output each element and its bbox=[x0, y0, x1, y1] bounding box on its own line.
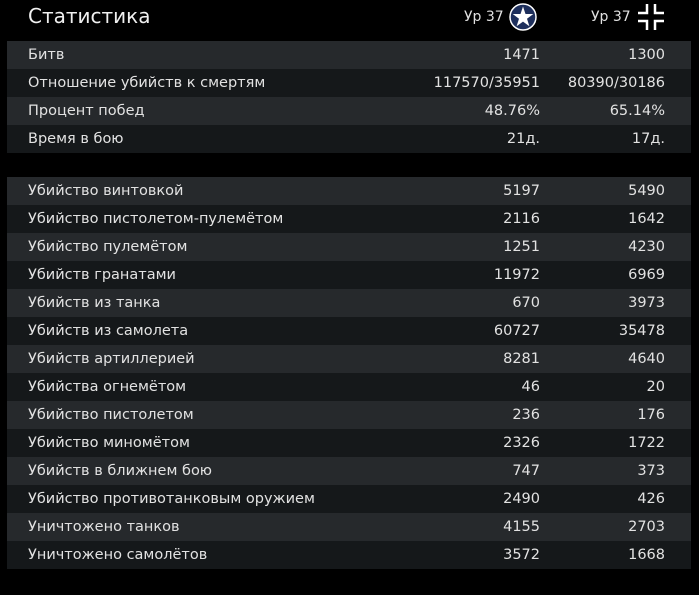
stat-label: Убийство противотанковым оружием bbox=[28, 491, 315, 507]
stat-value-axis: 176 bbox=[637, 407, 665, 423]
stat-row: Убийство миномётом 2326 1722 bbox=[7, 429, 691, 457]
kill-stats-table: Убийство винтовкой 5197 5490 Убийство писто… bbox=[7, 177, 691, 569]
stat-value-axis: 4640 bbox=[628, 351, 665, 367]
stat-value-axis: 373 bbox=[637, 463, 665, 479]
stat-value-axis: 35478 bbox=[618, 323, 665, 339]
stat-label: Убийство винтовкой bbox=[28, 183, 184, 199]
balkenkreuz-icon bbox=[637, 4, 664, 30]
stat-value-allies: 60727 bbox=[493, 323, 540, 339]
us-star-roundel-icon bbox=[508, 3, 537, 31]
stat-value-axis: 4230 bbox=[628, 239, 665, 255]
stat-label: Уничтожено танков bbox=[28, 519, 180, 535]
stat-value-allies: 8281 bbox=[503, 351, 540, 367]
stat-value-allies: 2326 bbox=[503, 435, 540, 451]
stat-row: Убийство пистолетом 236 176 bbox=[7, 401, 691, 429]
stat-value-axis: 1642 bbox=[628, 211, 665, 227]
stats-header: Статистика Ур 37 Ур 37 bbox=[0, 0, 699, 36]
stat-value-axis: 20 bbox=[646, 379, 665, 395]
stat-value-allies: 2116 bbox=[503, 211, 540, 227]
stat-row: Убийство пулемётом 1251 4230 bbox=[7, 233, 691, 261]
stat-value-allies: 1251 bbox=[503, 239, 540, 255]
stat-value-allies: 11972 bbox=[493, 267, 540, 283]
stat-value-allies: 4155 bbox=[503, 519, 540, 535]
stat-value-allies: 3572 bbox=[503, 547, 540, 563]
stat-value-allies: 5197 bbox=[503, 183, 540, 199]
stat-row: Убийства огнемётом 46 20 bbox=[7, 373, 691, 401]
stat-label: Убийство пистолетом bbox=[28, 407, 194, 423]
stat-label: Убийство пулемётом bbox=[28, 239, 188, 255]
stat-value-axis: 1300 bbox=[628, 47, 665, 63]
stat-label: Процент побед bbox=[28, 103, 145, 119]
stat-value-allies: 1471 bbox=[503, 47, 540, 63]
stat-row: Убийств артиллерией 8281 4640 bbox=[7, 345, 691, 373]
stat-value-axis: 5490 bbox=[628, 183, 665, 199]
stat-row: Убийств в ближнем бою 747 373 bbox=[7, 457, 691, 485]
stat-value-allies: 48.76% bbox=[484, 103, 540, 119]
stat-label: Убийств из танка bbox=[28, 295, 161, 311]
stat-value-axis: 1668 bbox=[628, 547, 665, 563]
stat-label: Убийств гранатами bbox=[28, 267, 176, 283]
stat-row: Убийств из танка 670 3973 bbox=[7, 289, 691, 317]
stat-value-allies: 236 bbox=[512, 407, 540, 423]
summary-stats-table: Битв 1471 1300 Отношение убийств к смертям 1… bbox=[7, 41, 691, 153]
stat-value-allies: 670 bbox=[512, 295, 540, 311]
stat-value-axis: 80390/30186 bbox=[567, 75, 665, 91]
stat-value-axis: 2703 bbox=[628, 519, 665, 535]
stat-label: Уничтожено самолётов bbox=[28, 547, 208, 563]
stat-label: Убийства огнемётом bbox=[28, 379, 187, 395]
stat-row: Убийство противотанковым оружием 2490 426 bbox=[7, 485, 691, 513]
faction-axis-header: Ур 37 bbox=[591, 2, 666, 32]
stat-value-axis: 6969 bbox=[628, 267, 665, 283]
page-title: Статистика bbox=[28, 4, 151, 28]
stat-value-axis: 426 bbox=[637, 491, 665, 507]
faction-axis-level: Ур 37 bbox=[591, 9, 631, 25]
stat-value-axis: 65.14% bbox=[609, 103, 665, 119]
stat-label: Убийств артиллерией bbox=[28, 351, 195, 367]
stat-label: Убийство пистолетом-пулемётом bbox=[28, 211, 284, 227]
stat-value-allies: 21д. bbox=[506, 131, 540, 147]
stat-value-axis: 17д. bbox=[631, 131, 665, 147]
stat-label: Битв bbox=[28, 47, 65, 63]
faction-allies-header: Ур 37 bbox=[464, 2, 537, 32]
stat-row: Процент побед 48.76% 65.14% bbox=[7, 97, 691, 125]
stat-value-allies: 747 bbox=[512, 463, 540, 479]
stat-value-allies: 46 bbox=[521, 379, 540, 395]
stat-label: Убийств в ближнем бою bbox=[28, 463, 213, 479]
stat-row: Битв 1471 1300 bbox=[7, 41, 691, 69]
stat-row: Убийство винтовкой 5197 5490 bbox=[7, 177, 691, 205]
stat-label: Убийство миномётом bbox=[28, 435, 190, 451]
stat-row: Уничтожено самолётов 3572 1668 bbox=[7, 541, 691, 569]
stat-row: Уничтожено танков 4155 2703 bbox=[7, 513, 691, 541]
stat-value-axis: 1722 bbox=[628, 435, 665, 451]
stat-value-allies: 2490 bbox=[503, 491, 540, 507]
stat-row: Убийств гранатами 11972 6969 bbox=[7, 261, 691, 289]
stat-value-allies: 117570/35951 bbox=[433, 75, 540, 91]
stat-label: Убийств из самолета bbox=[28, 323, 189, 339]
stat-row: Отношение убийств к смертям 117570/35951 8… bbox=[7, 69, 691, 97]
stat-row: Убийств из самолета 60727 35478 bbox=[7, 317, 691, 345]
stat-label: Время в бою bbox=[28, 131, 124, 147]
stat-value-axis: 3973 bbox=[628, 295, 665, 311]
stat-row: Время в бою 21д. 17д. bbox=[7, 125, 691, 153]
faction-allies-level: Ур 37 bbox=[464, 9, 504, 25]
stat-row: Убийство пистолетом-пулемётом 2116 1642 bbox=[7, 205, 691, 233]
stat-label: Отношение убийств к смертям bbox=[28, 75, 266, 91]
